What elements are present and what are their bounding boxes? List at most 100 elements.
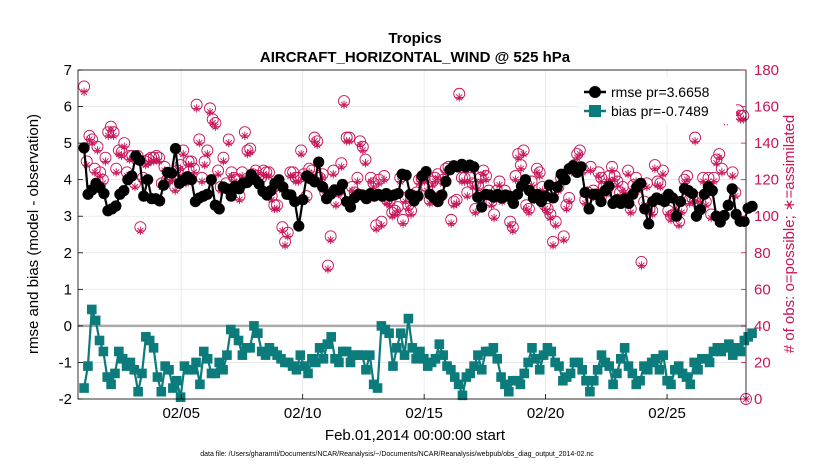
right-tick-label: 60 bbox=[754, 281, 771, 298]
asterisk-stroke bbox=[480, 170, 487, 178]
asterisk-stroke bbox=[729, 172, 736, 180]
asterisk-stroke bbox=[86, 136, 93, 143]
bias-point bbox=[519, 368, 530, 379]
bias-point bbox=[643, 364, 653, 375]
obs-assimilated-point bbox=[690, 137, 700, 146]
bias-point bbox=[596, 350, 607, 360]
asterisk-stroke bbox=[453, 200, 460, 207]
bias-point bbox=[365, 350, 375, 360]
left-tick-label: -1 bbox=[59, 354, 72, 371]
asterisk-stroke bbox=[94, 147, 101, 154]
asterisk-stroke bbox=[295, 178, 302, 185]
bias-point bbox=[403, 313, 414, 324]
legend-bias-label: bias pr=-0.7489 bbox=[611, 103, 709, 119]
legend: rmse pr=3.6658 bias pr=-0.7489 bbox=[578, 78, 736, 124]
obs-assimilated-point bbox=[447, 219, 456, 228]
bias-point bbox=[137, 368, 147, 379]
bias-point bbox=[554, 361, 564, 371]
asterisk-stroke bbox=[506, 222, 514, 229]
obs-assimilated-point bbox=[136, 226, 145, 236]
bias-point bbox=[504, 386, 514, 397]
asterisk-stroke bbox=[279, 227, 286, 235]
bias-point bbox=[538, 350, 549, 360]
rmse-point bbox=[519, 174, 532, 186]
obs-assimilated-point bbox=[192, 104, 201, 113]
bias-point bbox=[372, 383, 383, 393]
asterisk-stroke bbox=[375, 180, 383, 187]
bias-point bbox=[295, 350, 306, 360]
obs-assimilated-point bbox=[564, 197, 574, 206]
obs-assimilated-point bbox=[463, 191, 472, 201]
obs-assimilated-point bbox=[522, 204, 531, 214]
obs-assimilated-point bbox=[597, 177, 606, 186]
chart-subtitle: AIRCRAFT_HORIZONTAL_WIND @ 525 hPa bbox=[260, 49, 571, 66]
bias-point bbox=[658, 350, 669, 360]
asterisk-stroke bbox=[131, 183, 139, 191]
rmse-point bbox=[126, 170, 138, 182]
obs-assimilated-point bbox=[626, 208, 635, 217]
asterisk-stroke bbox=[193, 105, 200, 112]
asterisk-stroke bbox=[694, 198, 702, 205]
obs-assimilated-point bbox=[95, 171, 105, 181]
asterisk-stroke bbox=[482, 176, 490, 183]
rmse-point bbox=[694, 204, 706, 216]
rmse-point bbox=[639, 203, 651, 215]
asterisk-stroke bbox=[281, 242, 289, 249]
obs-assimilated-point bbox=[109, 131, 118, 140]
bias-point bbox=[152, 372, 163, 382]
asterisk-stroke bbox=[573, 154, 581, 161]
bias-point bbox=[515, 379, 526, 390]
rmse-point bbox=[157, 179, 170, 191]
bias-point bbox=[654, 364, 665, 375]
obs-assimilated-point bbox=[476, 177, 485, 186]
obs-assimilated-point bbox=[283, 232, 292, 241]
bias-point bbox=[689, 357, 699, 368]
obs-assimilated-point bbox=[326, 235, 335, 245]
bias-point bbox=[531, 353, 541, 364]
obs-assimilated-point bbox=[637, 261, 646, 270]
right-tick-label: 100 bbox=[754, 208, 779, 225]
obs-assimilated-point bbox=[511, 175, 520, 184]
bias-point bbox=[345, 357, 356, 368]
asterisk-stroke bbox=[402, 198, 409, 205]
asterisk-stroke bbox=[236, 196, 243, 204]
asterisk-stroke bbox=[121, 143, 128, 151]
bias-point bbox=[129, 364, 140, 375]
bias-point bbox=[449, 372, 460, 382]
asterisk-stroke bbox=[359, 147, 367, 154]
bias-point bbox=[357, 350, 367, 360]
obs-assimilated-point bbox=[607, 166, 617, 175]
asterisk-stroke bbox=[246, 148, 254, 156]
obs-assimilated-point bbox=[430, 177, 440, 186]
bias-point bbox=[395, 328, 406, 338]
obs-assimilated-point bbox=[559, 235, 568, 245]
asterisk-stroke bbox=[520, 150, 527, 158]
asterisk-stroke bbox=[380, 176, 388, 183]
x-tick-label: 02/15 bbox=[405, 405, 443, 422]
asterisk-stroke bbox=[659, 170, 667, 178]
asterisk-stroke bbox=[204, 150, 211, 158]
bias-point bbox=[488, 343, 499, 353]
legend-rmse-marker bbox=[589, 86, 601, 98]
asterisk-stroke bbox=[469, 183, 476, 191]
asterisk-stroke bbox=[284, 233, 292, 240]
obs-assimilated-point bbox=[516, 164, 526, 173]
right-tick-label: 0 bbox=[754, 391, 762, 408]
asterisk-stroke bbox=[619, 187, 626, 194]
bias-point bbox=[117, 353, 128, 364]
right-axis-ticks: 0 20 40 60 80 100 120 140 160 180 bbox=[741, 62, 779, 408]
bias-point bbox=[438, 350, 448, 360]
rmse-point bbox=[412, 190, 424, 202]
asterisk-stroke bbox=[354, 178, 361, 185]
asterisk-stroke bbox=[541, 205, 549, 213]
y-axis-label-right: # of obs: o=possible; ∗=assimilated bbox=[781, 115, 798, 354]
obs-assimilated-point bbox=[385, 201, 394, 210]
asterisk-stroke bbox=[638, 262, 645, 269]
rmse-point bbox=[746, 200, 758, 212]
rmse-point bbox=[134, 154, 146, 166]
asterisk-stroke bbox=[91, 169, 99, 176]
rmse-point bbox=[185, 174, 198, 186]
obs-assimilated-point bbox=[353, 177, 362, 186]
rmse-point bbox=[603, 180, 615, 192]
